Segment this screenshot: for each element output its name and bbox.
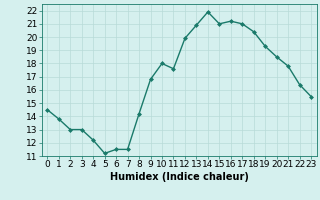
X-axis label: Humidex (Indice chaleur): Humidex (Indice chaleur)	[110, 172, 249, 182]
